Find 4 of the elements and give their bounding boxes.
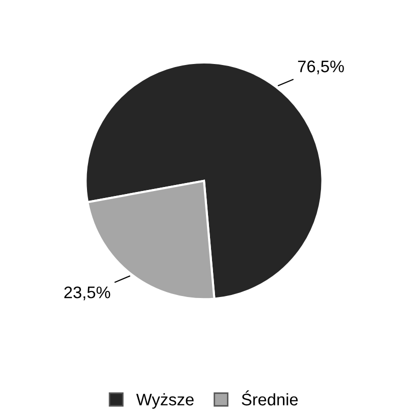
legend-label: Średnie [242,390,298,406]
data-label: 23,5% [64,286,110,300]
data-label: 76,5% [298,60,344,74]
legend-label: Wyższe [136,393,194,409]
